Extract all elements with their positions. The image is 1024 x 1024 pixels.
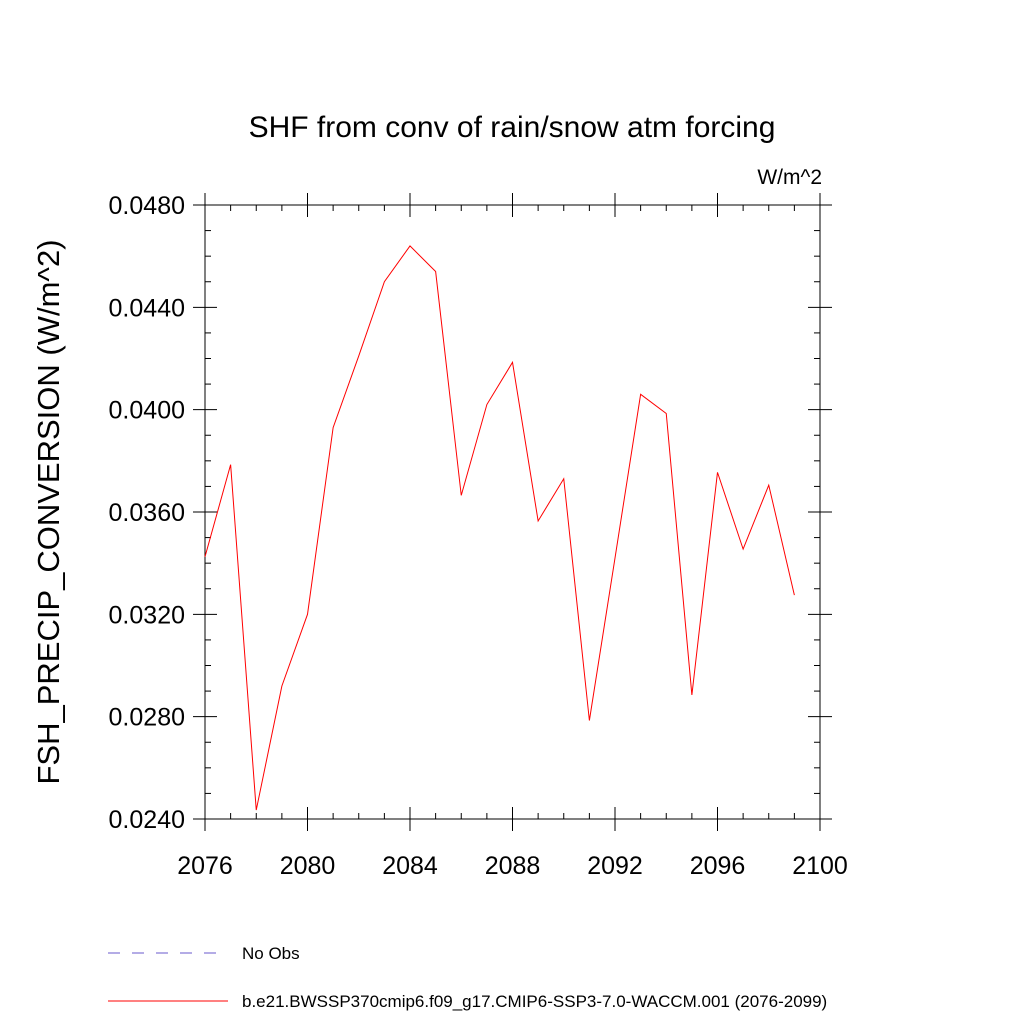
legend-entry-1: b.e21.BWSSP370cmip6.f09_g17.CMIP6-SSP3-7… bbox=[242, 992, 827, 1011]
x-tick-label: 2080 bbox=[280, 852, 336, 880]
units-label: W/m^2 bbox=[757, 166, 822, 189]
y-tick-label: 0.0480 bbox=[109, 192, 185, 220]
x-tick-label: 2100 bbox=[792, 852, 848, 880]
y-tick-labels: 0.0240 0.0280 0.0320 0.0360 0.0400 0.0440 0.04… bbox=[109, 192, 185, 834]
y-tick-label: 0.0280 bbox=[109, 704, 185, 732]
y-axis-label: FSH_PRECIP_CONVERSION (W/m^2) bbox=[31, 239, 66, 784]
x-tick-label: 2076 bbox=[177, 852, 233, 880]
y-tick-label: 0.0360 bbox=[109, 499, 185, 527]
x-tick-label: 2084 bbox=[382, 852, 438, 880]
chart-title: SHF from conv of rain/snow atm forcing bbox=[249, 111, 776, 144]
x-tick-label: 2096 bbox=[690, 852, 746, 880]
y-tick-label: 0.0400 bbox=[109, 397, 185, 425]
x-tick-label: 2092 bbox=[587, 852, 643, 880]
plot-frame bbox=[204, 204, 821, 820]
axis-ticks bbox=[193, 193, 832, 831]
y-tick-label: 0.0440 bbox=[109, 294, 185, 322]
legend-entry-0: No Obs bbox=[242, 944, 300, 963]
legend: No Obs b.e21.BWSSP370cmip6.f09_g17.CMIP6-… bbox=[108, 944, 827, 1011]
x-tick-label: 2088 bbox=[485, 852, 541, 880]
series-line-1 bbox=[204, 245, 795, 811]
y-tick-label: 0.0320 bbox=[109, 601, 185, 629]
y-tick-label: 0.0240 bbox=[109, 806, 185, 834]
x-tick-labels: 2076 2080 2084 2088 2092 2096 2100 bbox=[177, 852, 848, 880]
series-lines bbox=[204, 245, 795, 811]
